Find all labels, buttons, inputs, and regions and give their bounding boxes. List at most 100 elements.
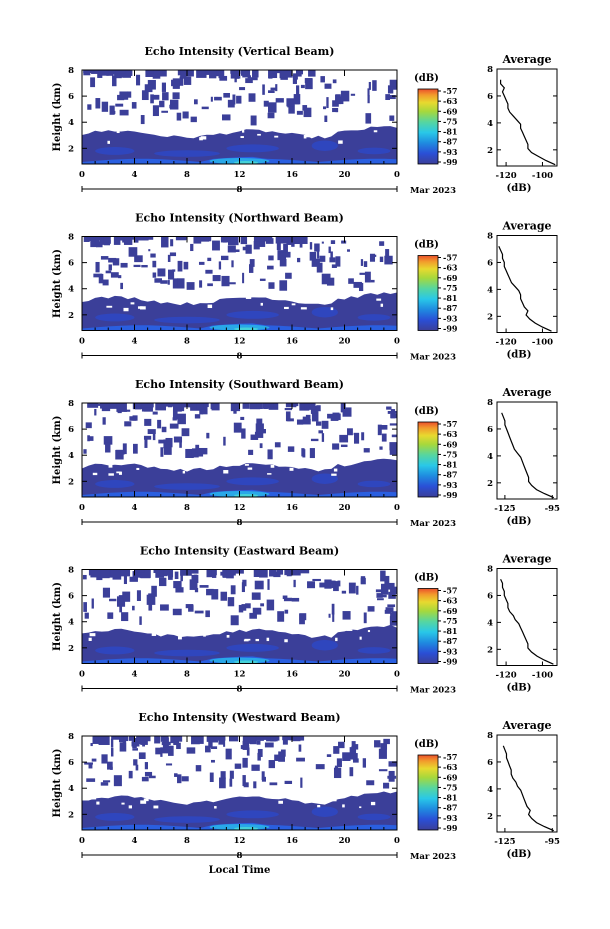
echo-speckle — [109, 403, 120, 409]
echo-speckle — [331, 581, 336, 589]
echo-speckle — [390, 86, 397, 90]
echo-speckle — [162, 92, 169, 101]
echo-patch — [154, 150, 220, 157]
echo-speckle — [299, 403, 310, 411]
echo-speckle — [311, 258, 320, 267]
echo-speckle — [269, 569, 277, 577]
echo-speckle — [386, 406, 392, 410]
echo-speckle — [264, 742, 274, 748]
day-label: 8 — [237, 518, 243, 528]
echo-gap — [285, 129, 292, 132]
echo-patch — [226, 477, 279, 486]
echo-speckle — [196, 403, 204, 410]
echo-speckle — [122, 591, 131, 602]
echo-speckle — [268, 70, 278, 79]
echo-gap — [178, 636, 182, 640]
avg-x-tick-label: -120 — [495, 671, 516, 681]
x-tick-label: 16 — [286, 836, 298, 846]
echo-speckle — [265, 403, 274, 407]
echo-speckle — [270, 87, 277, 91]
echo-gap — [247, 467, 253, 470]
echo-speckle — [230, 615, 239, 626]
echo-speckle — [193, 99, 198, 105]
avg-x-tick-label: -120 — [495, 338, 516, 348]
echo-speckle — [240, 745, 250, 750]
echo-surface-peak — [234, 827, 259, 830]
echo-gap — [243, 639, 249, 642]
y-tick-label: 6 — [68, 592, 74, 602]
echo-speckle — [288, 236, 295, 244]
avg-y-tick-label: 2 — [487, 645, 493, 655]
colorbar-tick-label: -93 — [443, 313, 458, 323]
y-axis-label: Height (km) — [52, 582, 63, 651]
colorbar-unit: (dB) — [414, 240, 439, 251]
echo-gap — [289, 467, 294, 471]
y-tick-label: 6 — [68, 758, 74, 768]
echo-speckle — [102, 417, 106, 425]
echo-speckle — [116, 403, 127, 412]
echo-speckle — [268, 760, 276, 769]
echo-speckle — [244, 736, 256, 744]
echo-speckle — [113, 236, 121, 245]
y-tick-label: 8 — [68, 66, 74, 76]
echo-speckle — [160, 604, 169, 611]
echo-patch — [226, 643, 279, 652]
echo-gap — [278, 800, 283, 804]
echo-speckle — [165, 437, 173, 448]
echo-speckle — [163, 736, 168, 743]
echo-speckle — [300, 777, 303, 788]
echo-speckle — [296, 757, 305, 762]
echo-speckle — [295, 97, 299, 101]
avg-frame — [496, 68, 558, 167]
echo-speckle — [122, 70, 131, 78]
echo-speckle — [174, 736, 183, 742]
colorbar-tick-label: -69 — [443, 273, 458, 283]
echo-speckle — [282, 736, 288, 745]
echo-speckle — [91, 758, 97, 762]
echo-gap — [303, 135, 307, 139]
echo-speckle — [205, 269, 213, 274]
x-tick-label: 8 — [184, 670, 190, 680]
avg-y-tick-label: 6 — [487, 758, 493, 768]
echo-speckle — [379, 256, 384, 263]
echo-speckle — [342, 407, 352, 417]
echo-speckle — [179, 76, 184, 86]
echo-speckle — [279, 280, 288, 291]
echo-speckle — [100, 569, 110, 579]
echo-speckle — [147, 403, 154, 408]
echo-speckle — [378, 769, 388, 772]
echo-gap — [153, 805, 159, 809]
echo-speckle — [230, 70, 241, 79]
echo-speckle — [158, 439, 167, 444]
echo-speckle — [388, 761, 397, 767]
echo-patch — [357, 813, 391, 821]
echo-speckle — [172, 92, 180, 100]
echo-speckle — [95, 236, 100, 245]
echo-gap — [88, 637, 92, 642]
echo-speckle — [151, 585, 157, 597]
echo-speckle — [93, 273, 103, 278]
echo-speckle — [163, 444, 172, 455]
avg-y-tick-label: 4 — [487, 618, 493, 628]
echo-speckle — [146, 594, 156, 605]
echo-gap — [174, 295, 178, 299]
echo-speckle — [385, 583, 390, 587]
echo-speckle — [231, 260, 234, 268]
echo-speckle — [352, 758, 359, 763]
y-tick-label: 8 — [68, 399, 74, 409]
avg-y-tick-label: 8 — [487, 398, 493, 408]
x-tick-label: 0 — [394, 836, 400, 846]
echo-speckle — [242, 757, 248, 768]
echo-speckle — [384, 255, 393, 265]
echo-speckle — [213, 403, 219, 409]
echo-speckle — [250, 434, 259, 440]
echo-patch — [311, 140, 338, 151]
echo-speckle — [174, 571, 179, 580]
echo-speckle — [120, 282, 124, 290]
echo-speckle — [297, 257, 301, 263]
echo-speckle — [181, 776, 189, 782]
echo-gap — [137, 306, 143, 309]
echo-speckle — [115, 449, 124, 460]
colorbar-tick-label: -57 — [443, 752, 457, 762]
echo-speckle — [221, 275, 230, 287]
